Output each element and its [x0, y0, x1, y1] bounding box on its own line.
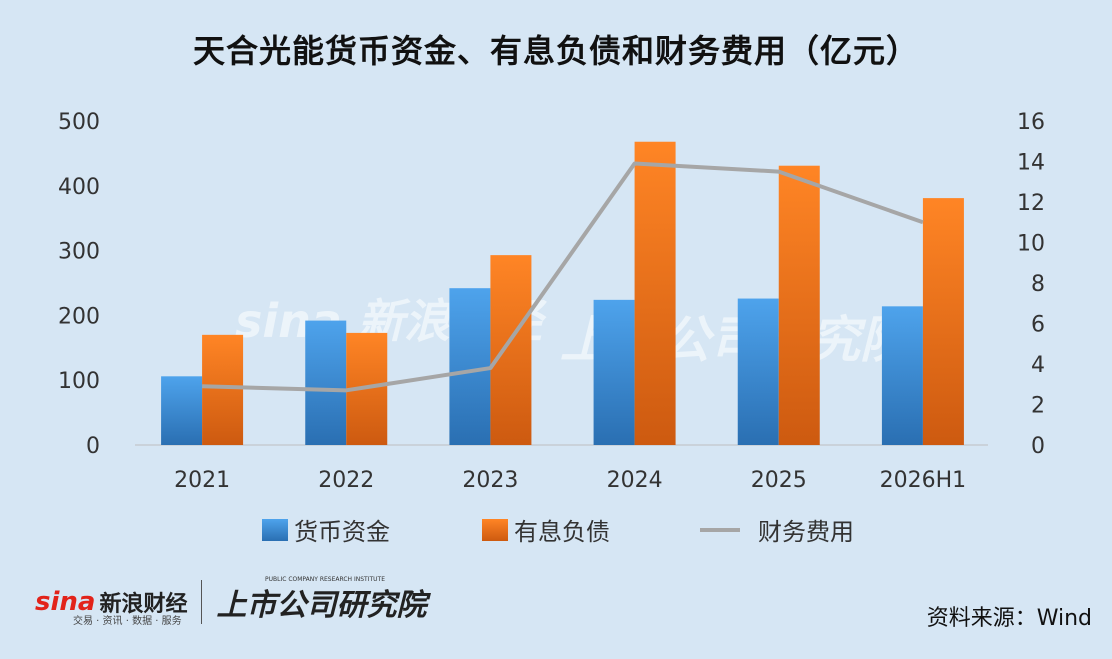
- left-tick-label: 0: [86, 434, 100, 459]
- legend-label-expense: 财务费用: [758, 518, 854, 546]
- bar-cash: [305, 320, 347, 445]
- bar-debt: [922, 198, 964, 445]
- left-axis: 0 100 200 300 400 500: [58, 110, 100, 459]
- legend-label-cash: 货币资金: [294, 518, 390, 546]
- left-tick-label: 300: [58, 240, 100, 265]
- institute-logo-name: 上市公司研究院: [216, 588, 427, 623]
- bar-cash: [881, 306, 923, 445]
- category-label: 2025: [751, 468, 807, 493]
- bar-cash: [161, 376, 203, 445]
- left-tick-label: 500: [58, 110, 100, 135]
- left-tick-label: 400: [58, 175, 100, 200]
- institute-logo-en: PUBLIC COMPANY RESEARCH INSTITUTE: [265, 576, 385, 583]
- sina-logo-tagline: 交易 · 资讯 · 数据 · 服务: [73, 616, 182, 627]
- bar-debt: [490, 255, 532, 445]
- category-labels: 2021 2022 2023 2024 2025 2026H1: [174, 468, 966, 493]
- chart-title: 天合光能货币资金、有息负债和财务费用（亿元）: [192, 32, 919, 70]
- right-tick-label: 4: [1031, 353, 1045, 378]
- left-tick-label: 200: [58, 304, 100, 329]
- right-tick-label: 12: [1017, 191, 1045, 216]
- right-tick-label: 2: [1031, 394, 1045, 419]
- legend-item-debt: 有息负债: [482, 512, 610, 547]
- source-note: 资料来源：Wind: [926, 606, 1092, 631]
- right-tick-label: 8: [1031, 272, 1045, 297]
- right-axis: 0 2 4 6 8 10 12 14 16: [1017, 110, 1045, 459]
- legend-swatch-cash: [262, 518, 288, 541]
- footer-logo: sina 新浪财经 交易 · 资讯 · 数据 · 服务 上市公司研究院 PUBL…: [35, 576, 427, 627]
- legend-item-expense: 财务费用: [700, 512, 854, 547]
- legend-swatch-debt: [482, 518, 508, 541]
- line-expense: [202, 161, 924, 393]
- category-label: 2026H1: [880, 468, 967, 493]
- bar-debt: [202, 334, 244, 445]
- left-tick-label: 100: [58, 369, 100, 394]
- sina-logo-mark: sina: [35, 587, 96, 617]
- category-label: 2022: [318, 468, 374, 493]
- bar-cash: [737, 298, 779, 445]
- category-label: 2024: [607, 468, 663, 493]
- legend: 货币资金 有息负债 财务费用: [0, 512, 1112, 548]
- legend-label-debt: 有息负债: [514, 518, 610, 546]
- bar-debt: [778, 165, 820, 445]
- bar-debt: [634, 141, 676, 445]
- right-tick-label: 16: [1017, 110, 1045, 135]
- right-tick-label: 0: [1031, 434, 1045, 459]
- logo-divider: [201, 580, 203, 624]
- category-label: 2021: [174, 468, 230, 493]
- bar-cash: [593, 299, 635, 445]
- right-tick-label: 10: [1017, 232, 1045, 257]
- line-series-group: [201, 161, 924, 393]
- legend-swatch-expense: [700, 527, 740, 532]
- legend-item-cash: 货币资金: [262, 512, 390, 547]
- category-label: 2023: [462, 468, 518, 493]
- bars-group: [161, 141, 964, 445]
- sina-logo-name: 新浪财经: [99, 592, 188, 617]
- right-tick-label: 6: [1031, 313, 1045, 338]
- right-tick-label: 14: [1017, 151, 1045, 176]
- bar-cash: [449, 288, 491, 445]
